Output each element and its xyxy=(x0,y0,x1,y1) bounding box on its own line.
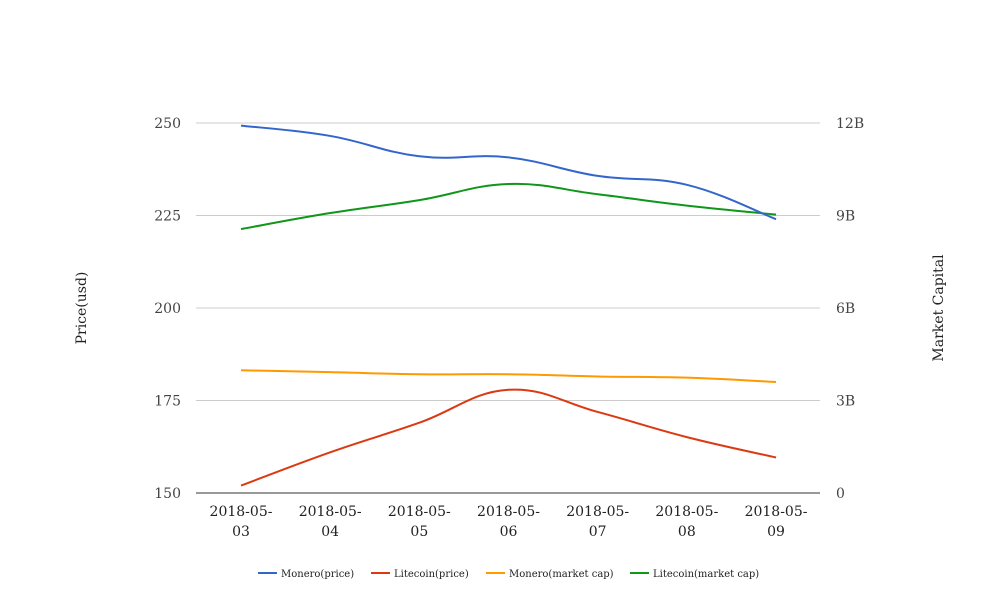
series-line-litecoin-price xyxy=(240,388,777,487)
y-tick-label: 175 xyxy=(154,394,181,410)
y2-tick-label: 12B xyxy=(836,116,864,132)
series-line-litecoin-market-cap xyxy=(240,182,777,231)
series-lines xyxy=(240,124,777,487)
left-y-axis: 250 225 200 175 150 xyxy=(154,116,181,502)
x-tick-label: 2018-05-06 xyxy=(477,504,540,540)
legend-label: Litecoin(market cap) xyxy=(653,569,759,580)
legend-label: Monero(price) xyxy=(281,569,354,580)
legend-item-monero-price[interactable]: Monero(price) xyxy=(258,569,354,580)
x-tick-label: 2018-05-03 xyxy=(210,504,273,540)
gridlines xyxy=(196,122,820,401)
y-tick-label: 200 xyxy=(154,301,181,317)
y-tick-label: 150 xyxy=(154,486,181,502)
y2-tick-label: 6B xyxy=(836,301,855,317)
y2-tick-label: 0 xyxy=(836,486,845,502)
series-line-monero-market-cap xyxy=(240,369,777,383)
y2-tick-label: 3B xyxy=(836,394,855,410)
legend: Monero(price) Litecoin(price) Monero(marke… xyxy=(258,569,759,580)
right-axis-title: Market Capital xyxy=(931,254,947,362)
legend-label: Litecoin(price) xyxy=(394,569,469,580)
legend-label: Monero(market cap) xyxy=(509,569,614,580)
y-tick-label: 250 xyxy=(154,116,181,132)
x-tick-label: 2018-05-05 xyxy=(388,504,451,540)
left-axis-title: Price(usd) xyxy=(74,272,90,345)
x-tick-label: 2018-05-08 xyxy=(655,504,718,540)
x-tick-label: 2018-05-07 xyxy=(566,504,629,540)
y2-tick-label: 9B xyxy=(836,209,855,225)
legend-item-litecoin-price[interactable]: Litecoin(price) xyxy=(371,569,469,580)
right-y-axis: 12B 9B 6B 3B 0 xyxy=(836,116,864,502)
x-tick-label: 2018-05-04 xyxy=(299,504,362,540)
series-line-monero-price xyxy=(240,124,777,221)
x-axis: 2018-05-03 2018-05-04 2018-05-05 2018-05-06… xyxy=(196,492,820,540)
x-tick-label: 2018-05-09 xyxy=(745,504,808,540)
y-tick-label: 225 xyxy=(154,209,181,225)
legend-item-monero-market-cap[interactable]: Monero(market cap) xyxy=(486,569,614,580)
legend-item-litecoin-market-cap[interactable]: Litecoin(market cap) xyxy=(630,569,759,580)
